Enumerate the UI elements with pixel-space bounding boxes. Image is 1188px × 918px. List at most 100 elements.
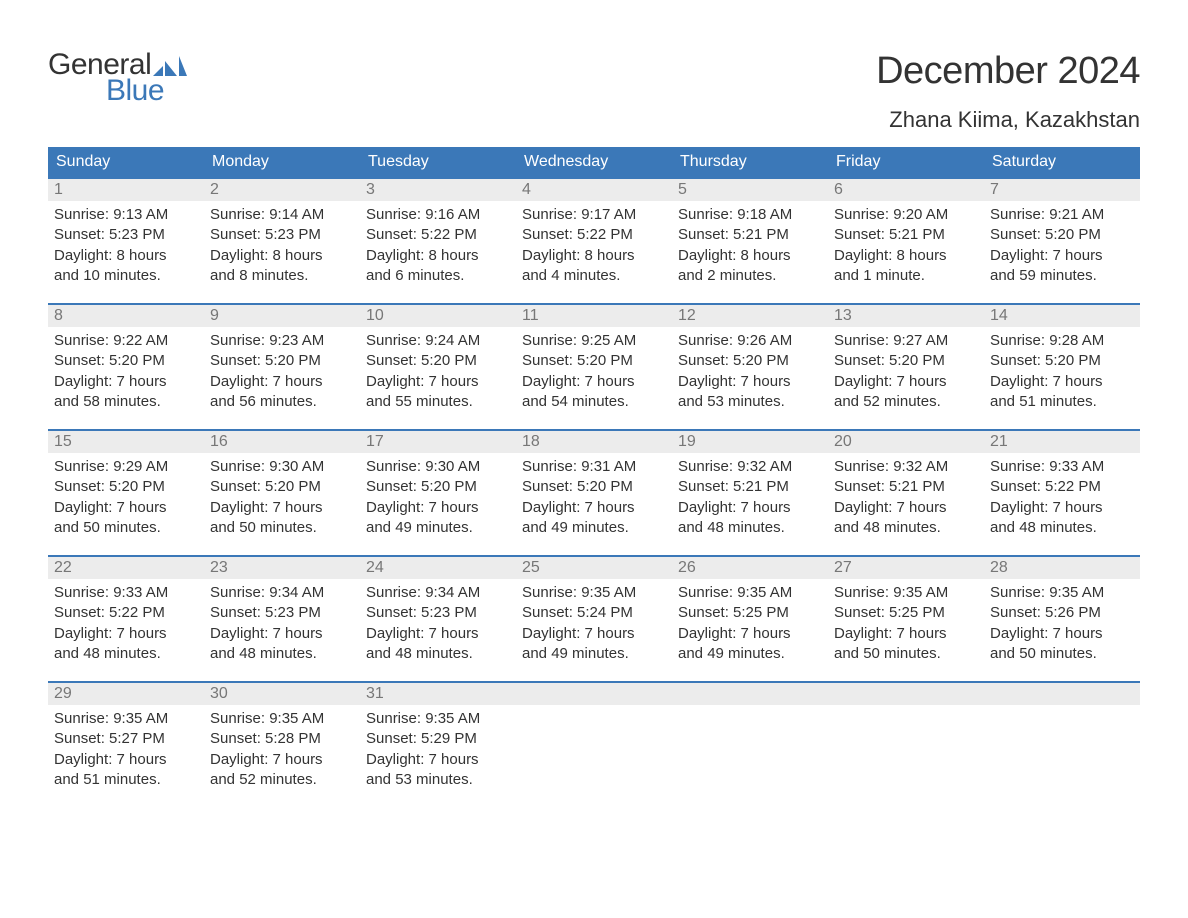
day-d1: Daylight: 7 hours [522,372,666,392]
day-sunset: Sunset: 5:26 PM [990,603,1134,623]
day-number: 6 [834,181,843,199]
day-sunrise: Sunrise: 9:35 AM [210,709,354,729]
day-details: Sunrise: 9:27 AMSunset: 5:20 PMDaylight:… [834,331,978,412]
calendar-day: 3Sunrise: 9:16 AMSunset: 5:22 PMDaylight… [360,179,516,303]
day-number: 16 [210,433,228,451]
day-d2: and 49 minutes. [678,644,822,664]
day-d2: and 54 minutes. [522,392,666,412]
daynum-row: 23 [204,557,360,579]
daynum-row: 12 [672,305,828,327]
daynum-row: 31 [360,683,516,705]
calendar-day: 31Sunrise: 9:35 AMSunset: 5:29 PMDayligh… [360,683,516,807]
day-sunset: Sunset: 5:20 PM [678,351,822,371]
day-d2: and 51 minutes. [990,392,1134,412]
day-details: Sunrise: 9:35 AMSunset: 5:24 PMDaylight:… [522,583,666,664]
daynum-row [516,683,672,705]
day-d2: and 50 minutes. [54,518,198,538]
day-sunrise: Sunrise: 9:30 AM [366,457,510,477]
weekday-saturday: Saturday [984,153,1140,171]
calendar-day: 6 Sunrise: 9:20 AMSunset: 5:21 PMDaylight… [828,179,984,303]
day-sunset: Sunset: 5:21 PM [678,225,822,245]
calendar-day: 24Sunrise: 9:34 AMSunset: 5:23 PMDayligh… [360,557,516,681]
calendar-day: 20Sunrise: 9:32 AMSunset: 5:21 PMDayligh… [828,431,984,555]
day-d2: and 56 minutes. [210,392,354,412]
day-details: Sunrise: 9:31 AMSunset: 5:20 PMDaylight:… [522,457,666,538]
day-d1: Daylight: 7 hours [990,498,1134,518]
day-details: Sunrise: 9:20 AMSunset: 5:21 PMDaylight:… [834,205,978,286]
day-number: 31 [366,685,384,703]
day-details: Sunrise: 9:26 AMSunset: 5:20 PMDaylight:… [678,331,822,412]
day-d2: and 10 minutes. [54,266,198,286]
day-sunset: Sunset: 5:20 PM [54,351,198,371]
day-d2: and 49 minutes. [522,518,666,538]
calendar-week: 15Sunrise: 9:29 AMSunset: 5:20 PMDayligh… [48,429,1140,555]
day-sunset: Sunset: 5:24 PM [522,603,666,623]
calendar-day: 2Sunrise: 9:14 AMSunset: 5:23 PMDaylight… [204,179,360,303]
header: General Blue December 2024 Zhana Kiima, … [48,50,1140,133]
day-d2: and 52 minutes. [834,392,978,412]
day-number: 18 [522,433,540,451]
day-sunrise: Sunrise: 9:35 AM [522,583,666,603]
day-number: 15 [54,433,72,451]
day-sunset: Sunset: 5:25 PM [834,603,978,623]
day-sunrise: Sunrise: 9:13 AM [54,205,198,225]
day-sunset: Sunset: 5:20 PM [522,477,666,497]
calendar: Sunday Monday Tuesday Wednesday Thursday… [48,147,1140,807]
daynum-row: 29 [48,683,204,705]
day-d1: Daylight: 7 hours [522,624,666,644]
brand-part2: Blue [106,76,187,106]
calendar-day: 4Sunrise: 9:17 AMSunset: 5:22 PMDaylight… [516,179,672,303]
day-d1: Daylight: 8 hours [834,246,978,266]
day-d2: and 48 minutes. [54,644,198,664]
day-details: Sunrise: 9:34 AMSunset: 5:23 PMDaylight:… [210,583,354,664]
daynum-row: 30 [204,683,360,705]
day-d1: Daylight: 7 hours [54,750,198,770]
daynum-row: 20 [828,431,984,453]
calendar-day: 21Sunrise: 9:33 AMSunset: 5:22 PMDayligh… [984,431,1140,555]
day-sunrise: Sunrise: 9:35 AM [834,583,978,603]
day-d1: Daylight: 7 hours [990,372,1134,392]
calendar-day: 17Sunrise: 9:30 AMSunset: 5:20 PMDayligh… [360,431,516,555]
day-d1: Daylight: 7 hours [678,624,822,644]
calendar-day [828,683,984,807]
day-number: 13 [834,307,852,325]
day-details: Sunrise: 9:35 AMSunset: 5:25 PMDaylight:… [678,583,822,664]
daynum-row: 10 [360,305,516,327]
calendar-day [516,683,672,807]
day-details: Sunrise: 9:22 AMSunset: 5:20 PMDaylight:… [54,331,198,412]
calendar-day: 26Sunrise: 9:35 AMSunset: 5:25 PMDayligh… [672,557,828,681]
day-d2: and 1 minute. [834,266,978,286]
day-d2: and 48 minutes. [990,518,1134,538]
title-block: December 2024 Zhana Kiima, Kazakhstan [876,50,1140,133]
calendar-day: 25Sunrise: 9:35 AMSunset: 5:24 PMDayligh… [516,557,672,681]
day-sunset: Sunset: 5:20 PM [990,351,1134,371]
calendar-day: 14Sunrise: 9:28 AMSunset: 5:20 PMDayligh… [984,305,1140,429]
day-sunset: Sunset: 5:28 PM [210,729,354,749]
day-sunset: Sunset: 5:22 PM [366,225,510,245]
calendar-week: 22Sunrise: 9:33 AMSunset: 5:22 PMDayligh… [48,555,1140,681]
day-sunrise: Sunrise: 9:31 AM [522,457,666,477]
day-sunrise: Sunrise: 9:33 AM [990,457,1134,477]
daynum-row: 19 [672,431,828,453]
daynum-row: 16 [204,431,360,453]
day-d1: Daylight: 7 hours [678,498,822,518]
day-d2: and 52 minutes. [210,770,354,790]
day-details: Sunrise: 9:35 AMSunset: 5:26 PMDaylight:… [990,583,1134,664]
day-d1: Daylight: 7 hours [54,624,198,644]
day-sunrise: Sunrise: 9:35 AM [678,583,822,603]
daynum-row: 5 [672,179,828,201]
day-d2: and 49 minutes. [366,518,510,538]
day-details: Sunrise: 9:14 AMSunset: 5:23 PMDaylight:… [210,205,354,286]
day-d1: Daylight: 8 hours [522,246,666,266]
daynum-row: 21 [984,431,1140,453]
day-d2: and 55 minutes. [366,392,510,412]
day-details: Sunrise: 9:13 AMSunset: 5:23 PMDaylight:… [54,205,198,286]
day-d1: Daylight: 7 hours [366,372,510,392]
day-d1: Daylight: 7 hours [210,750,354,770]
calendar-day: 16Sunrise: 9:30 AMSunset: 5:20 PMDayligh… [204,431,360,555]
day-d1: Daylight: 7 hours [210,624,354,644]
daynum-row: 8 [48,305,204,327]
day-sunrise: Sunrise: 9:35 AM [366,709,510,729]
day-d1: Daylight: 7 hours [678,372,822,392]
day-d2: and 50 minutes. [834,644,978,664]
